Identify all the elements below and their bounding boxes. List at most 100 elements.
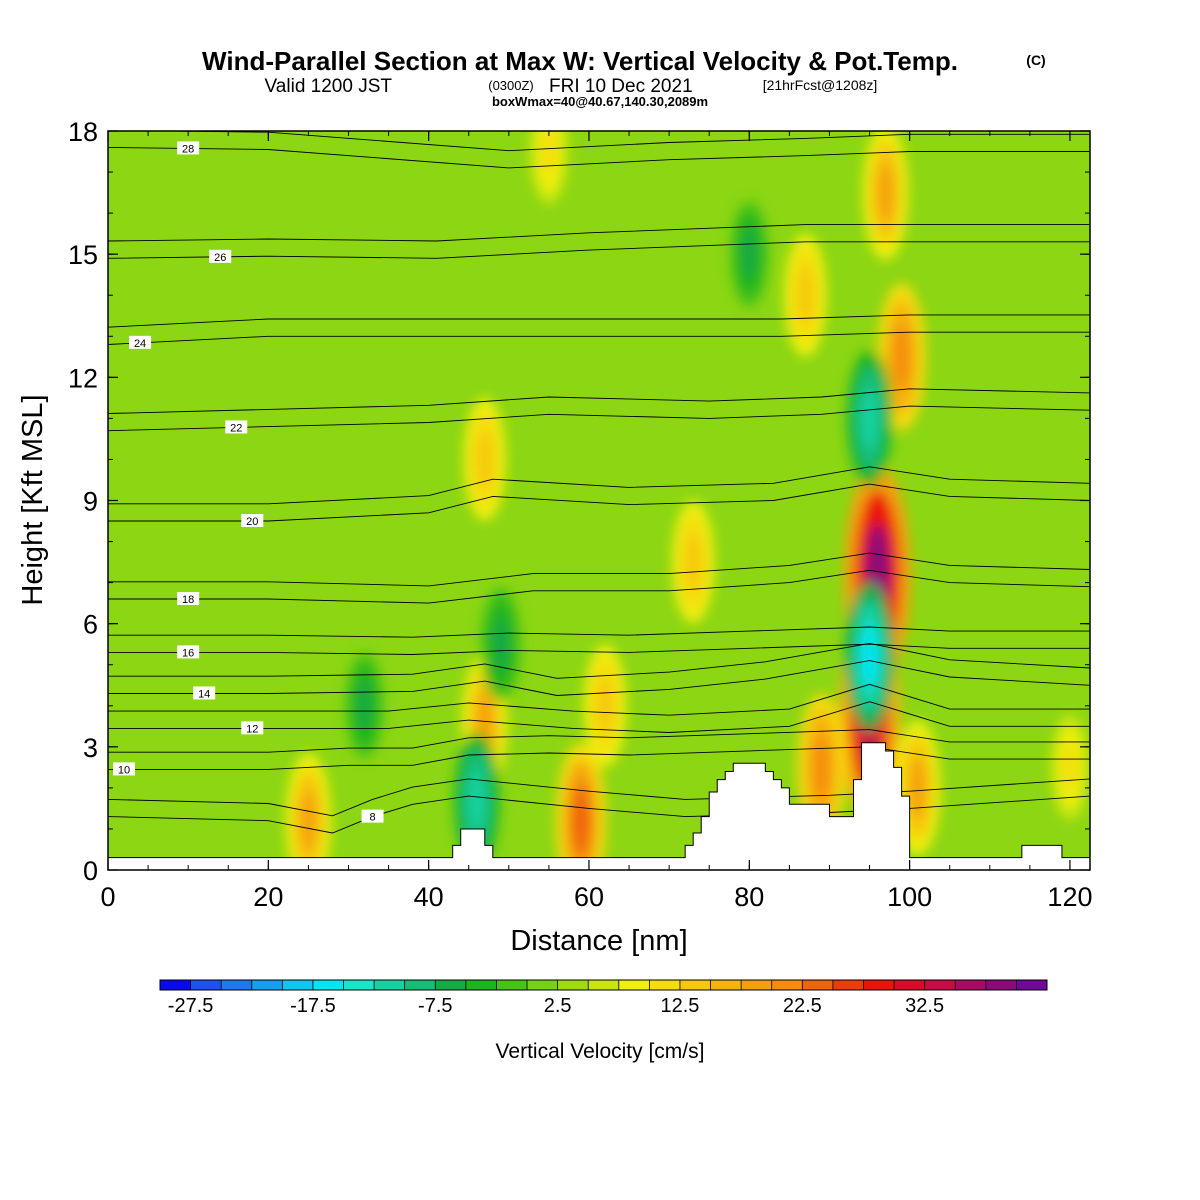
w-feature-core — [597, 677, 613, 735]
isentrope-28 — [108, 146, 1090, 169]
colorbar-swatch — [251, 980, 283, 990]
colorbar-swatch — [985, 980, 1017, 990]
y-tick-label: 9 — [83, 487, 98, 517]
isentrope-label-text: 24 — [134, 338, 146, 350]
colorbar-label: Vertical Velocity [cm/s] — [496, 1040, 705, 1063]
w-feature-core — [300, 789, 317, 852]
isentrope-labels: 8 10 12 14 16 18 20 22 24 26 28 — [113, 141, 384, 824]
isentrope-24 — [108, 331, 1090, 345]
w-feature-core — [892, 322, 911, 391]
colorbar-swatch — [1016, 980, 1048, 990]
isentrope-lines — [108, 131, 1090, 834]
isentrope-label-26: 26 — [209, 249, 232, 264]
x-tick-label: 0 — [100, 882, 115, 912]
colorbar-swatch — [190, 980, 222, 990]
valid-time-main: Valid 1200 JST — [265, 76, 393, 97]
plot-area: 8 10 12 14 16 18 20 22 24 26 28 — [108, 131, 1090, 870]
isentrope-intermediate — [108, 224, 1090, 242]
isentrope-intermediate — [108, 642, 1090, 679]
isentrope-label-bg — [225, 420, 248, 434]
y-tick-label: 18 — [68, 117, 98, 147]
isentrope-label-bg — [209, 249, 232, 263]
y-tick-label: 0 — [83, 856, 98, 886]
isentrope-label-text: 8 — [369, 812, 375, 824]
colorbar-tick-label: -17.5 — [290, 995, 336, 1017]
w-feature-core — [860, 622, 879, 691]
w-feature-core — [1062, 742, 1077, 792]
isentrope-label-8: 8 — [361, 809, 384, 824]
isentrope-label-bg — [177, 141, 200, 155]
isentrope-label-28: 28 — [177, 141, 200, 155]
valid-time-date: FRI 10 Dec 2021 — [549, 76, 693, 97]
colorbar-tick-label: -7.5 — [418, 995, 452, 1017]
isentrope-intermediate — [108, 388, 1090, 414]
colorbar-tick-label: 22.5 — [783, 995, 822, 1017]
colorbar-swatch — [894, 980, 926, 990]
isentrope-label-text: 18 — [182, 594, 194, 606]
w-feature-core — [909, 756, 927, 820]
x-tick-label: 60 — [574, 882, 604, 912]
w-feature-core — [541, 131, 556, 177]
box-wmax-info: boxWmax=40@40.67,140.30,2089m — [492, 94, 708, 109]
y-tick-label: 15 — [68, 240, 98, 270]
colorbar-tick-label: -27.5 — [168, 995, 214, 1017]
colorbar-swatch — [465, 980, 497, 990]
isentrope-18 — [108, 569, 1090, 604]
isentrope-16 — [108, 643, 1090, 655]
x-tick-label: 100 — [887, 882, 932, 912]
colorbar-swatch — [282, 980, 314, 990]
x-tick-label: 20 — [253, 882, 283, 912]
isentrope-label-text: 14 — [198, 688, 210, 700]
colorbar-swatch — [588, 980, 620, 990]
colorbar-frame — [159, 979, 1048, 991]
isentrope-intermediate — [108, 626, 1090, 638]
isentrope-20 — [108, 483, 1090, 522]
colorbar-swatch — [374, 980, 406, 990]
isentrope-label-bg — [241, 721, 264, 735]
colorbar-swatch — [435, 980, 467, 990]
colorbar-tick-label: 32.5 — [905, 995, 944, 1017]
valid-time-utc: (0300Z) — [488, 78, 534, 93]
isentrope-label-20: 20 — [241, 514, 264, 528]
isentrope-10 — [108, 746, 1090, 770]
isentrope-label-14: 14 — [193, 686, 216, 700]
valid-time-line: Valid 1200 JST (0300Z) FRI 10 Dec 2021 [… — [265, 76, 878, 97]
isentrope-label-bg — [177, 645, 200, 659]
isentrope-label-24: 24 — [129, 335, 152, 350]
terrain — [108, 742, 1090, 870]
colorbar-swatch — [649, 980, 681, 990]
x-tick-label: 120 — [1047, 882, 1092, 912]
isentrope-label-12: 12 — [241, 721, 264, 735]
colorbar-swatch — [679, 980, 712, 990]
y-tick-label: 6 — [83, 610, 98, 640]
isentrope-label-bg — [129, 335, 152, 349]
vertical-velocity-field — [285, 131, 1090, 870]
w-feature-core — [468, 769, 486, 832]
w-feature-core — [812, 733, 831, 802]
w-feature-core — [493, 617, 509, 671]
isentrope-label-bg — [241, 514, 264, 528]
w-feature-core — [797, 266, 814, 324]
x-axis: 0 20 40 60 80 100 120 — [100, 131, 1092, 912]
colorbar-swatch — [160, 980, 192, 990]
x-tick-label: 80 — [734, 882, 764, 912]
isentrope-label-text: 12 — [246, 723, 258, 735]
w-feature-core — [685, 533, 702, 591]
x-tick-label: 40 — [414, 882, 444, 912]
y-tick-label: 3 — [83, 733, 98, 763]
colorbar-swatch — [955, 980, 987, 990]
isentrope-intermediate — [108, 466, 1090, 505]
w-feature-core — [571, 784, 591, 857]
colorbar-swatch — [802, 980, 834, 990]
isentrope-label-text: 10 — [118, 764, 130, 776]
isentrope-label-10: 10 — [113, 762, 136, 776]
isentrope-label-16: 16 — [177, 645, 200, 659]
colorbar-swatch — [771, 980, 803, 990]
w-feature-core — [742, 229, 757, 279]
forecast-info: [21hrFcst@1208z] — [763, 77, 878, 93]
isentrope-label-bg — [177, 592, 200, 606]
isentrope-intermediate — [108, 729, 1090, 753]
y-tick-label: 12 — [68, 363, 98, 393]
w-feature-core — [476, 431, 493, 488]
